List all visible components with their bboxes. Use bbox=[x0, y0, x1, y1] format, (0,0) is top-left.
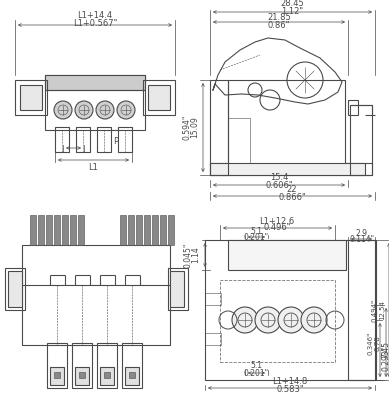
Bar bbox=[20, 85, 42, 110]
Text: 0.201": 0.201" bbox=[244, 234, 268, 242]
Circle shape bbox=[278, 307, 304, 333]
Bar bbox=[5, 268, 25, 310]
Bar bbox=[70, 215, 76, 245]
Bar bbox=[118, 127, 132, 152]
Bar bbox=[22, 245, 170, 345]
Bar bbox=[120, 215, 126, 245]
Bar bbox=[128, 215, 134, 245]
Text: 0.201": 0.201" bbox=[244, 370, 268, 378]
Bar bbox=[45, 75, 145, 90]
Text: 1.12": 1.12" bbox=[281, 8, 303, 16]
Text: 0.496": 0.496" bbox=[263, 224, 291, 232]
Text: 0.606": 0.606" bbox=[265, 182, 293, 190]
Text: L1+0.567": L1+0.567" bbox=[73, 20, 117, 28]
Text: L1: L1 bbox=[88, 162, 98, 172]
Bar bbox=[46, 215, 52, 245]
Bar bbox=[47, 343, 67, 388]
Bar bbox=[15, 80, 47, 115]
Bar bbox=[72, 343, 92, 388]
Bar bbox=[136, 215, 142, 245]
Text: 21.85: 21.85 bbox=[267, 12, 291, 22]
Bar bbox=[30, 215, 36, 245]
Bar bbox=[228, 240, 346, 270]
Bar bbox=[152, 215, 158, 245]
Bar bbox=[220, 280, 335, 362]
Bar bbox=[50, 367, 64, 385]
Text: 0.293": 0.293" bbox=[382, 345, 389, 371]
Bar bbox=[210, 80, 228, 175]
Bar bbox=[104, 372, 110, 378]
Text: 0.494": 0.494" bbox=[372, 298, 378, 322]
Bar bbox=[78, 215, 84, 245]
Bar bbox=[97, 343, 117, 388]
Text: 8.78: 8.78 bbox=[375, 335, 381, 351]
Bar bbox=[205, 293, 221, 305]
Circle shape bbox=[232, 307, 258, 333]
Bar bbox=[350, 105, 372, 175]
Text: 0.594": 0.594" bbox=[182, 114, 191, 140]
Bar bbox=[129, 372, 135, 378]
Text: L1+12.6: L1+12.6 bbox=[259, 216, 294, 226]
Bar bbox=[170, 271, 184, 307]
Bar bbox=[54, 215, 60, 245]
Text: 0.045": 0.045" bbox=[184, 242, 193, 268]
Bar bbox=[148, 85, 170, 110]
Bar bbox=[168, 215, 174, 245]
Circle shape bbox=[117, 101, 135, 119]
Circle shape bbox=[75, 101, 93, 119]
Text: L1+14.4: L1+14.4 bbox=[77, 10, 112, 20]
Text: L1+14.8: L1+14.8 bbox=[272, 378, 308, 386]
Bar bbox=[38, 215, 44, 245]
Circle shape bbox=[255, 307, 281, 333]
Bar bbox=[54, 372, 60, 378]
Bar bbox=[55, 127, 69, 152]
Text: 28.45: 28.45 bbox=[280, 0, 304, 8]
Text: 7.45: 7.45 bbox=[382, 342, 389, 358]
Text: 0.114": 0.114" bbox=[349, 236, 375, 244]
Bar bbox=[348, 100, 358, 115]
Text: 15.4: 15.4 bbox=[270, 174, 288, 182]
Text: 0.346": 0.346" bbox=[368, 331, 374, 355]
Bar bbox=[76, 127, 90, 152]
Text: 0.86": 0.86" bbox=[268, 20, 290, 30]
Text: 0.866": 0.866" bbox=[278, 192, 306, 202]
Bar bbox=[122, 343, 142, 388]
Bar bbox=[62, 215, 68, 245]
Bar bbox=[45, 75, 145, 130]
Bar bbox=[160, 215, 166, 245]
Bar bbox=[228, 118, 250, 163]
Bar bbox=[168, 268, 188, 310]
Text: 2.9: 2.9 bbox=[356, 228, 368, 238]
Bar bbox=[143, 80, 175, 115]
Bar bbox=[205, 333, 221, 345]
Bar bbox=[97, 127, 111, 152]
Text: 12.54: 12.54 bbox=[379, 300, 385, 320]
Bar bbox=[210, 163, 365, 175]
Circle shape bbox=[54, 101, 72, 119]
Bar bbox=[75, 367, 89, 385]
Bar bbox=[144, 215, 150, 245]
Bar bbox=[79, 372, 85, 378]
Bar bbox=[205, 240, 375, 380]
Text: 5.1: 5.1 bbox=[250, 362, 262, 370]
Text: 1.14: 1.14 bbox=[191, 247, 200, 263]
Bar bbox=[125, 367, 139, 385]
Bar bbox=[8, 271, 22, 307]
Text: 22: 22 bbox=[287, 186, 297, 194]
Text: 5.1: 5.1 bbox=[250, 226, 262, 236]
Bar bbox=[348, 240, 376, 380]
Text: 0.583": 0.583" bbox=[276, 384, 304, 394]
Circle shape bbox=[96, 101, 114, 119]
Bar bbox=[100, 367, 114, 385]
Text: 15.09: 15.09 bbox=[191, 116, 200, 138]
Circle shape bbox=[301, 307, 327, 333]
Text: P: P bbox=[114, 138, 119, 146]
